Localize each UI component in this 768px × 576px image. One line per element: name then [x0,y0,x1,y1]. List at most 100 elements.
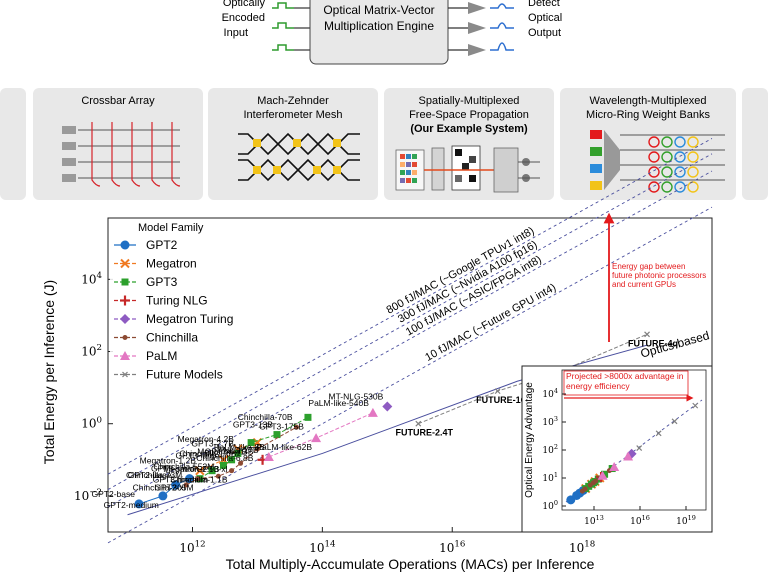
y-tick-label: 102 [81,343,102,358]
engine-title-line2: Multiplication Engine [324,19,434,33]
inset-x-tick-label: 1019 [676,514,696,527]
data-point-label: Chinchilla-73M [126,470,182,480]
data-point-label: GPT2-large [128,470,172,480]
data-point-label: PaLM-like-8B [214,442,265,452]
data-point [382,401,393,412]
data-point [263,451,274,461]
x-tick-label: 1016 [439,540,465,555]
legend: Model Family GPT2 Megatron GPT3 Turing NLG M… [110,220,240,382]
x-tick-label: 1014 [309,540,336,555]
energy-chart: 800 fJ/MAC (~Google TPUv1 int8)300 fJ/MA… [41,138,713,572]
data-point-label: Chinchilla-305M [133,483,194,493]
data-point [304,413,312,421]
legend-item-label: PaLM [146,349,177,363]
data-point [254,446,260,452]
data-point-label: GPT2-xl [154,483,185,493]
engine-box [309,0,449,65]
data-point [185,474,195,484]
data-point [644,331,650,338]
x-tick-label: 1012 [179,540,205,555]
inset-annotation-text: Projected >8000x advantage in energy eff… [566,371,684,391]
data-point [415,420,422,427]
inset-data-point-stroke [636,445,643,451]
engine-diagram: Optically Encoded Input Optical Matrix-V… [222,0,562,65]
y-tick-label: 10−2 [74,488,102,503]
inset-data-point-stroke [655,430,662,437]
data-point [229,468,235,474]
inset-y-tick-label: 100 [542,499,558,512]
data-point [234,449,242,457]
data-point-label: Megatron-4.2B [178,434,235,444]
legend-swatch-marker [120,351,130,360]
input-label-line1: Optically [223,0,266,9]
panel-freespace-title-line1: Spatially-Multiplexed [419,95,520,107]
input-pulse-icons [272,2,294,51]
output-label-line2: Optical [528,12,562,24]
inset-data-point [636,445,643,451]
inset-data-point [597,470,608,480]
panel-mzi-title-line2: Interferometer Mesh [243,109,342,121]
data-point-label: Chinchilla-1.6B [179,448,236,458]
data-point-label: GPT3-xl [196,464,227,474]
detector-icons [468,2,486,56]
data-point-label: GPT3-small [151,464,196,474]
data-point-label: PaLM-like-540B [308,398,369,408]
panel-mzi-mesh: Mach-Zehnder Interferometer Mesh [208,88,378,200]
data-point-stroke [494,388,501,395]
data-point [215,473,221,479]
data-point [294,424,300,430]
data-point-label: GPT2-base [92,489,136,499]
legend-swatch-marker [120,295,130,306]
inset-annotation-box [563,370,689,396]
legend-item-label: Chinchilla [146,331,198,345]
legend-swatch-marker [120,258,130,269]
data-point-label: GPT3-2.7B [191,438,234,448]
y-axis-ticks: 10−2 100 102 104 [74,271,113,503]
data-point-label: GPT2-medium [104,500,159,510]
data-point [208,467,216,475]
data-point [134,499,144,509]
panel-crossbar-title: Crossbar Array [81,95,155,107]
x-tick-label: 1018 [569,540,595,555]
data-point [367,407,378,417]
inset-x-tick-label: 1013 [584,514,604,527]
panel-crossbar-array: Crossbar Array [33,88,203,200]
data-point-label: FUTURE-16T [476,395,532,405]
inset-data-point-stroke [692,402,699,409]
data-point [273,431,281,439]
input-label-line3: Input [224,27,248,39]
y-tick-label: 104 [81,271,102,286]
legend-item-label: Future Models [146,368,223,382]
legend-swatch-marker [122,371,128,378]
inset-data-point [609,462,620,472]
inset-y-tick-label: 103 [542,415,558,428]
inset-data-point [671,418,678,425]
legend-item-label: Turing NLG [146,294,208,308]
optics-based-line [127,344,648,516]
energy-line [107,138,713,475]
panel-mzi-title-line1: Mach-Zehnder [257,95,329,107]
gap-annotation-box: Energy gap between future photonic proce… [612,262,706,289]
inset-chart: Optical Energy Advantage Projected >8000… [521,365,713,533]
inset-points [566,402,699,505]
data-point-stroke [644,331,650,338]
data-point [183,482,189,488]
panel-free-space: Spatially-Multiplexed Free-Space Propaga… [384,88,554,200]
data-point-label: Chinchilla-70B [238,412,293,422]
data-point-label: GPT3-13B [233,420,273,430]
micro-ring-icon [590,130,725,193]
series-group [134,331,650,509]
panel-microring-title-line2: Micro-Ring Weight Banks [586,109,710,121]
data-point [228,456,236,464]
energy-line [107,206,713,544]
data-point-stroke [195,465,205,476]
data-point-label: Chinchilla-1.1B [170,475,227,485]
panel-microring-title-line1: Wavelength-Multiplexed [590,95,707,107]
data-point [195,465,205,476]
legend-swatch-marker [120,240,130,250]
inset-ticks: 1013 1016 1019 100 101 102 103 104 [542,387,703,527]
inset-data-point-stroke [671,418,678,425]
inset-data-point [655,430,662,437]
mzi-phase-shifters [253,139,341,174]
